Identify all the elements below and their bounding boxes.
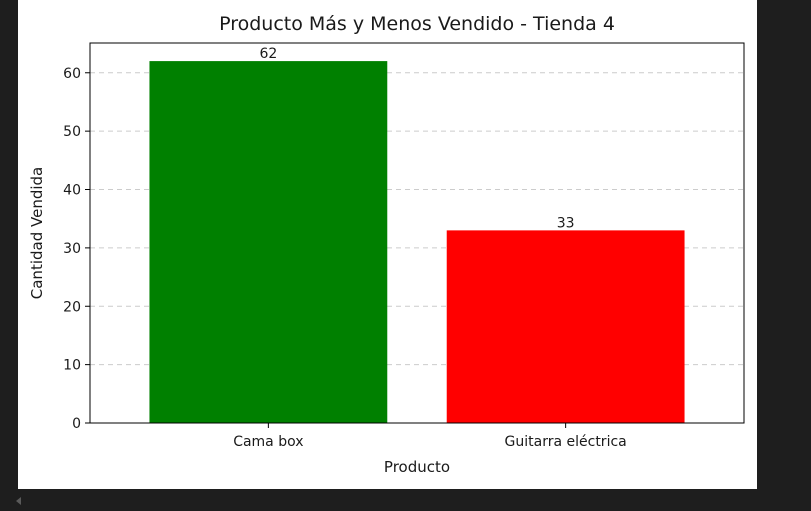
bar-1 (446, 230, 685, 423)
x-tick-label: Guitarra eléctrica (505, 434, 627, 450)
y-axis-label: Cantidad Vendida (28, 167, 46, 299)
chart-title: Producto Más y Menos Vendido - Tienda 4 (219, 13, 615, 35)
chart-figure: Producto Más y Menos Vendido - Tienda 4 … (18, 0, 757, 489)
y-tick-label: 40 (63, 183, 81, 199)
x-tick-label: Cama box (233, 434, 303, 450)
x-axis-ticks: Cama box Guitarra eléctrica (233, 423, 627, 450)
plot-frame (89, 42, 745, 424)
bar-0 (149, 61, 388, 423)
y-tick-label: 30 (63, 241, 81, 257)
y-tick-label: 60 (63, 66, 81, 82)
y-axis-ticks: 0 10 20 30 40 50 60 (63, 66, 90, 432)
y-tick-label: 20 (63, 299, 81, 315)
bars (149, 61, 685, 423)
bar-chart: Producto Más y Menos Vendido - Tienda 4 … (28, 13, 745, 476)
data-labels: 62 33 (259, 46, 574, 231)
x-axis-label: Producto (384, 458, 450, 476)
scroll-left-arrow[interactable] (16, 497, 21, 505)
y-tick-label: 10 (63, 358, 81, 374)
data-label: 33 (557, 215, 575, 231)
y-tick-label: 50 (63, 124, 81, 140)
data-label: 62 (259, 46, 277, 62)
y-tick-label: 0 (72, 416, 81, 432)
